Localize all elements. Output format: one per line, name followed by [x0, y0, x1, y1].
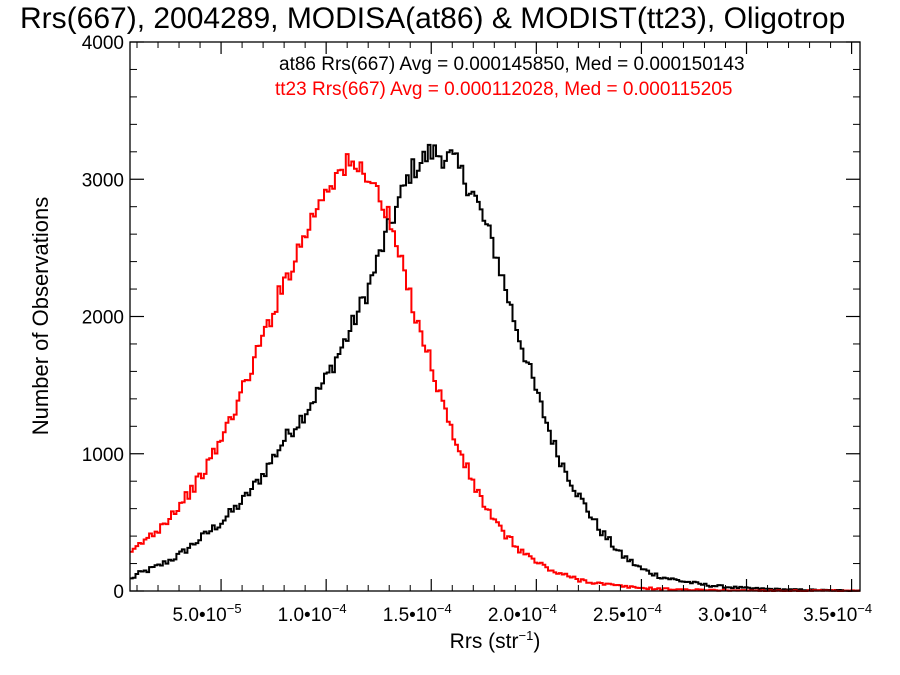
ticks-layer: 5.0•10−5 1.0•10−4 1.5•10−4 2.0•10−4 2.5•10−4… — [82, 33, 872, 626]
series-line-1 — [130, 153, 861, 592]
y-axis-label: Number of Observations — [28, 197, 53, 435]
x-tick-label-2: 1.5•10−4 — [383, 601, 452, 626]
x-tick-label-3: 2.0•10−4 — [488, 601, 557, 626]
x-tick-label-6: 3.5•10−4 — [803, 601, 872, 626]
annotation-tt23: tt23 Rrs(667) Avg = 0.000112028, Med = 0… — [275, 79, 732, 100]
y-tick-label-2: 2000 — [82, 308, 124, 329]
x-axis-label-main: Rrs (str — [450, 630, 519, 653]
x-tick-label-1: 1.0•10−4 — [278, 601, 347, 626]
y-tick-label-0: 0 — [113, 582, 124, 603]
x-tick-label-0: 5.0•10−5 — [173, 601, 242, 626]
annotation-at86: at86 Rrs(667) Avg = 0.000145850, Med = 0… — [279, 54, 745, 75]
x-tick-label-5: 3.0•10−4 — [698, 601, 767, 626]
x-axis-label-end: ) — [533, 630, 540, 653]
series-layer — [130, 143, 861, 592]
y-tick-label-3: 3000 — [82, 170, 124, 191]
y-tick-label-4: 4000 — [82, 33, 124, 54]
y-tick-label-1: 1000 — [82, 445, 124, 466]
x-axis-label-sup: −1 — [519, 628, 534, 643]
series-line-0 — [130, 143, 860, 592]
x-tick-label-4: 2.5•10−4 — [593, 601, 662, 626]
x-axis-label: Rrs (str−1) — [450, 628, 541, 653]
chart-title: Rrs(667), 2004289, MODISA(at86) & MODIST… — [20, 2, 845, 35]
